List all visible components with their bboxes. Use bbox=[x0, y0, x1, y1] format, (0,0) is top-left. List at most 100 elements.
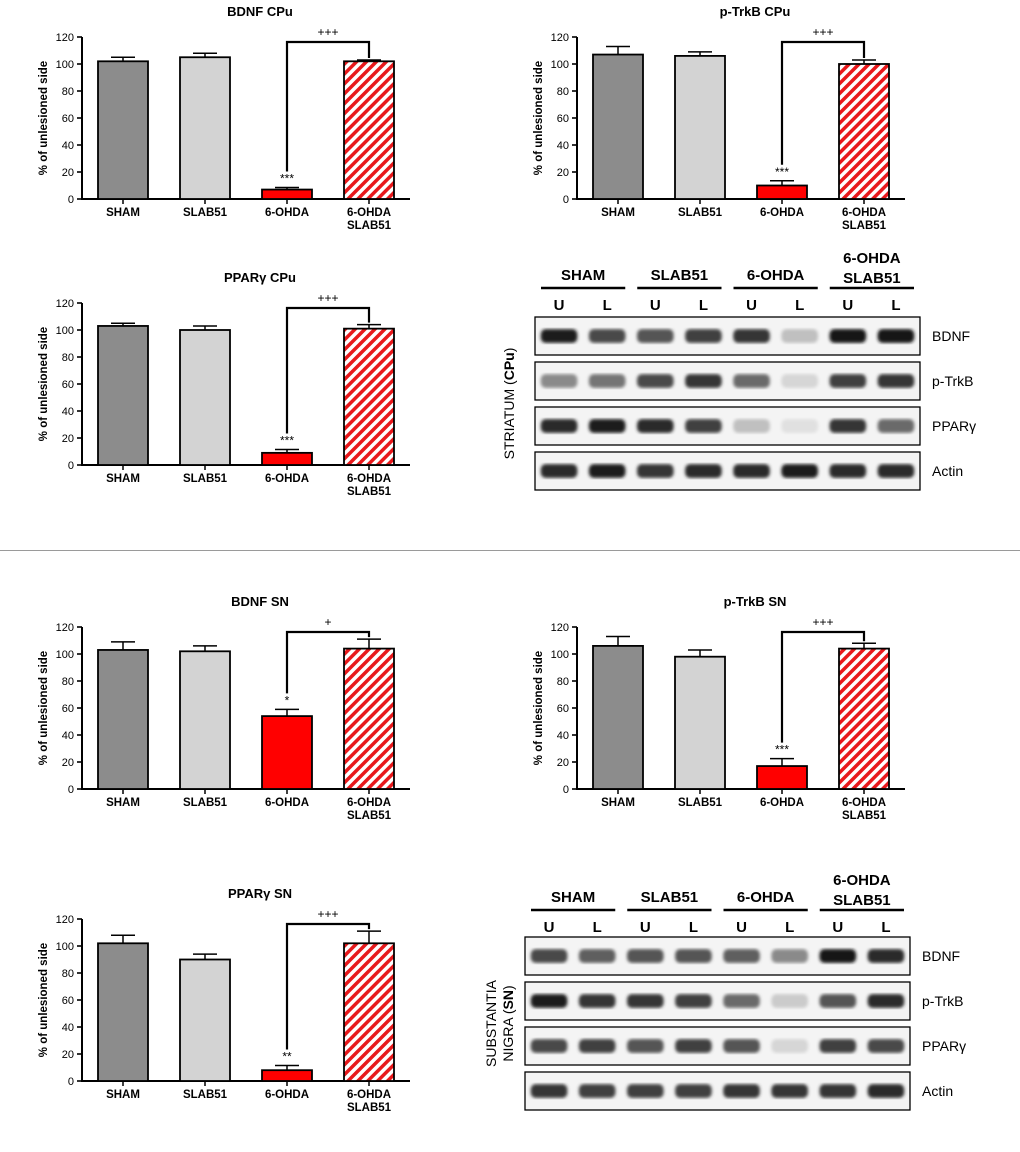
blot-band bbox=[637, 419, 674, 433]
blot-band bbox=[627, 1084, 664, 1098]
blot-band bbox=[877, 374, 915, 388]
y-tick-label: 80 bbox=[557, 86, 569, 98]
x-tick-label: SHAM bbox=[106, 797, 140, 809]
lane-label: U bbox=[544, 919, 555, 936]
y-tick-label: 80 bbox=[557, 676, 569, 688]
blot-band bbox=[685, 329, 722, 343]
y-axis-label: % of unlesioned side bbox=[38, 327, 50, 441]
x-tick-label: SHAM bbox=[106, 207, 140, 219]
y-tick-label: 40 bbox=[557, 140, 569, 152]
blot-band bbox=[540, 419, 578, 433]
x-tick-label: 6-OHDA bbox=[347, 1089, 391, 1101]
bar bbox=[838, 63, 890, 200]
bar bbox=[179, 329, 231, 466]
x-tick-label: SLAB51 bbox=[347, 1102, 392, 1114]
y-tick-label: 80 bbox=[62, 352, 74, 364]
blot-band bbox=[733, 464, 770, 478]
bracket-label: +++ bbox=[812, 615, 833, 629]
y-tick-label: 120 bbox=[551, 622, 569, 634]
blot-band bbox=[771, 1039, 808, 1053]
y-tick-label: 80 bbox=[62, 86, 74, 98]
blot-band bbox=[867, 1084, 905, 1098]
y-tick-label: 20 bbox=[62, 433, 74, 445]
y-tick-label: 40 bbox=[62, 730, 74, 742]
bar bbox=[179, 958, 231, 1082]
blot-band bbox=[819, 994, 857, 1008]
significance-label: *** bbox=[280, 433, 294, 447]
bar bbox=[838, 647, 890, 790]
y-tick-label: 60 bbox=[62, 379, 74, 391]
y-tick-label: 60 bbox=[557, 113, 569, 125]
y-tick-label: 60 bbox=[557, 703, 569, 715]
y-tick-label: 20 bbox=[557, 757, 569, 769]
blot-band bbox=[829, 464, 867, 478]
x-tick-label: 6-OHDA bbox=[842, 797, 886, 809]
bar-chart: p-TrkB SN % of unlesioned side 0 20 40 60 80 10… bbox=[533, 594, 905, 822]
chart-title: p-TrkB SN bbox=[724, 594, 787, 609]
x-tick-label: 6-OHDA bbox=[842, 207, 886, 219]
comparison-bracket bbox=[780, 630, 866, 743]
blot-band bbox=[675, 949, 712, 963]
blot-band bbox=[877, 329, 915, 343]
blot-band bbox=[723, 1039, 760, 1053]
x-tick-label: SLAB51 bbox=[842, 810, 887, 822]
lane-label: U bbox=[650, 297, 661, 314]
y-tick-label: 80 bbox=[62, 676, 74, 688]
bar bbox=[674, 655, 726, 790]
bar-chart: BDNF SN % of unlesioned side 0 20 40 60 80 100 1… bbox=[38, 594, 410, 822]
blot-band bbox=[578, 949, 616, 963]
y-axis-label: % of unlesioned side bbox=[38, 943, 50, 1057]
y-tick-label: 20 bbox=[62, 757, 74, 769]
lane-label: U bbox=[554, 297, 565, 314]
blot-band bbox=[530, 949, 568, 963]
blot-band bbox=[781, 374, 818, 388]
blot-band bbox=[588, 329, 626, 343]
y-tick-label: 60 bbox=[62, 113, 74, 125]
y-tick-label: 100 bbox=[56, 59, 74, 71]
x-tick-label: SLAB51 bbox=[347, 810, 392, 822]
bracket-label: +++ bbox=[317, 907, 338, 921]
blot-band bbox=[578, 1084, 616, 1098]
blot-band bbox=[530, 994, 568, 1008]
comparison-bracket bbox=[285, 40, 371, 172]
substantia-nigra-western-blot: SHAM SLAB51 6-OHDA 6-OHDA SLAB51 U L U L U L U L BDNF… bbox=[480, 872, 980, 1117]
x-tick-label: SLAB51 bbox=[678, 797, 723, 809]
bar bbox=[592, 645, 644, 790]
region-label: SUBSTANTIA bbox=[483, 979, 499, 1067]
y-tick-label: 120 bbox=[56, 622, 74, 634]
blot-row-label: BDNF bbox=[932, 328, 970, 344]
bar bbox=[179, 56, 231, 200]
y-tick-label: 0 bbox=[68, 460, 74, 472]
lane-label: L bbox=[593, 919, 602, 936]
blot-band bbox=[637, 374, 674, 388]
blot-row-label: Actin bbox=[922, 1083, 953, 1099]
blot-group-label: 6-OHDA bbox=[843, 250, 901, 267]
x-tick-label: 6-OHDA bbox=[265, 1089, 309, 1101]
blot-band bbox=[771, 949, 808, 963]
significance-label: ** bbox=[282, 1049, 292, 1063]
blot-band bbox=[578, 1039, 616, 1053]
significance-label: *** bbox=[280, 172, 294, 186]
x-tick-label: SLAB51 bbox=[347, 220, 392, 232]
bar-chart: PPARγ CPu % of unlesioned side 0 20 40 60 80 10… bbox=[38, 270, 410, 498]
x-tick-label: SLAB51 bbox=[678, 207, 723, 219]
bar bbox=[97, 649, 149, 790]
lane-label: L bbox=[689, 919, 698, 936]
blot-band bbox=[781, 419, 818, 433]
lane-label: U bbox=[640, 919, 651, 936]
significance-label: *** bbox=[775, 165, 789, 179]
bracket-label: +++ bbox=[317, 25, 338, 39]
blot-row-label: BDNF bbox=[922, 948, 960, 964]
blot-band bbox=[867, 1039, 905, 1053]
bar-chart: BDNF CPu % of unlesioned side 0 20 40 60 80 100… bbox=[38, 4, 410, 232]
blot-band bbox=[637, 329, 674, 343]
striatum-western-blot: SHAM SLAB51 6-OHDA 6-OHDA SLAB51 U L U L U L U L BDNF… bbox=[490, 250, 990, 495]
x-tick-label: SLAB51 bbox=[183, 473, 228, 485]
blot-band bbox=[771, 1084, 808, 1098]
blot-figure: SHAM SLAB51 6-OHDA 6-OHDA SLAB51 U L U L U L U L BDNF… bbox=[483, 872, 966, 1111]
y-tick-label: 120 bbox=[56, 298, 74, 310]
blot-group-label: SLAB51 bbox=[651, 267, 709, 284]
x-tick-label: 6-OHDA bbox=[265, 473, 309, 485]
bdnf-cpu-chart: BDNF CPu % of unlesioned side 0 20 40 60 80 100… bbox=[0, 0, 430, 270]
blot-band bbox=[578, 994, 616, 1008]
